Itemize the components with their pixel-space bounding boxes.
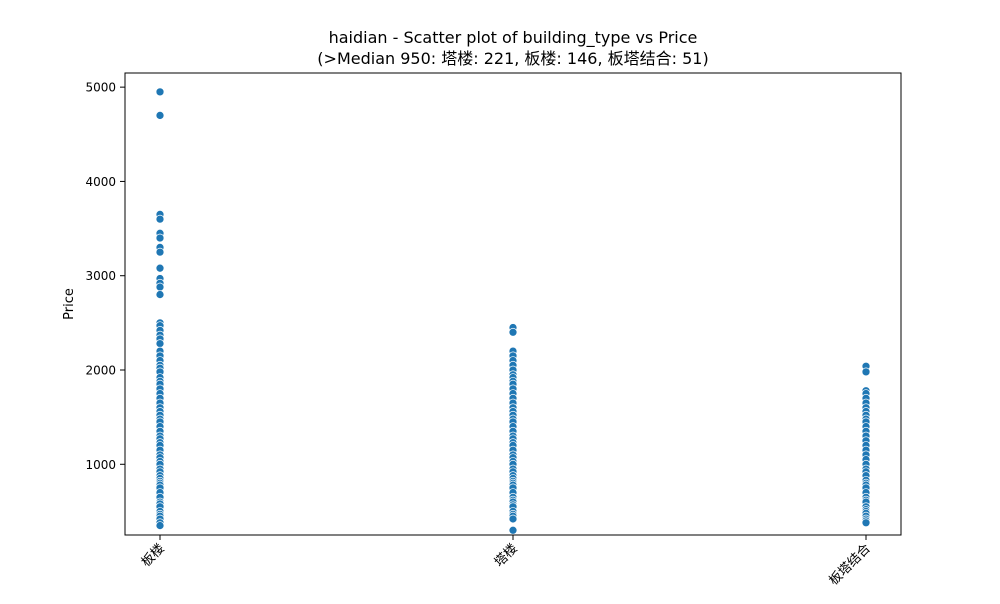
chart-title-line1: haidian - Scatter plot of building_type … [329,28,698,48]
data-point [155,290,165,299]
y-tick-label: 4000 [85,175,116,189]
points-layer [155,87,871,535]
y-axis: 1000 2000 3000 4000 5000 [85,81,125,472]
data-point [155,233,165,243]
data-point [155,521,165,530]
y-tick-label: 2000 [85,364,116,378]
x-tick-label: 塔楼 [492,541,521,570]
data-point [508,514,518,524]
data-point [155,111,165,120]
data-point [155,214,165,224]
x-tick-label: 板楼 [139,541,168,570]
data-point [155,263,165,273]
y-tick-label: 5000 [85,81,116,95]
data-point [155,247,165,257]
data-point [861,518,871,528]
x-tick-label: 板塔结合 [826,541,873,588]
data-point [508,327,518,337]
chart-title-line2: (>Median 950: 塔楼: 221, 板楼: 146, 板塔结合: 51… [317,49,708,68]
data-point [155,87,165,97]
data-point [155,339,165,348]
y-tick-label: 3000 [85,269,116,283]
data-point [155,282,165,292]
x-axis: 板楼 塔楼 板塔结合 [139,535,874,589]
y-tick-label: 1000 [85,458,116,472]
y-axis-label: Price [62,288,77,320]
data-point [508,525,518,535]
data-point [861,367,871,377]
